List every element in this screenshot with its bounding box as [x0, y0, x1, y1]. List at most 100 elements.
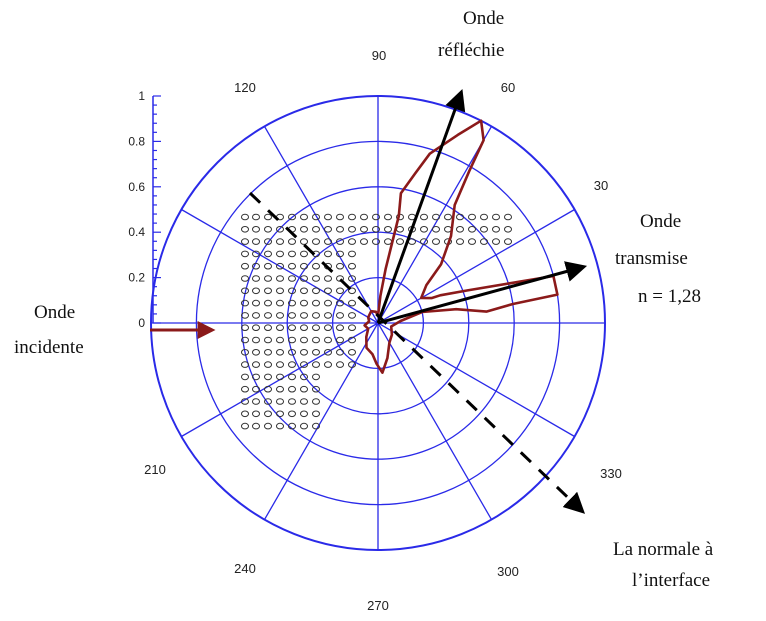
- lattice-dot: [300, 287, 308, 295]
- radial-tick-label: 0.6: [128, 180, 145, 194]
- lattice-dot: [300, 349, 308, 356]
- lattice-dot: [264, 349, 272, 356]
- lattice-dot: [420, 226, 428, 233]
- lattice-dot: [396, 238, 404, 245]
- lattice-dot: [241, 262, 249, 270]
- annot-incident-line1: Onde: [34, 302, 75, 323]
- lattice-dot: [300, 398, 308, 405]
- lattice-dot: [348, 275, 356, 282]
- lattice-dot: [336, 312, 344, 319]
- lattice-dot: [324, 213, 332, 221]
- grid-spoke: [377, 208, 575, 324]
- lattice-dot: [420, 213, 428, 221]
- lattice-dot: [264, 324, 272, 332]
- lattice-dot: [468, 213, 476, 221]
- lattice-dot: [252, 324, 260, 332]
- radial-tick-label: 0.8: [128, 134, 145, 148]
- lattice-dot: [324, 226, 332, 233]
- lattice-dot: [241, 312, 249, 319]
- lattice-dot: [252, 275, 260, 282]
- lattice-dot: [288, 213, 296, 221]
- lattice-dot: [241, 361, 249, 368]
- lattice-dot: [252, 373, 260, 381]
- lattice-dot: [324, 324, 332, 332]
- lattice-dot: [372, 226, 380, 233]
- lattice-dot: [336, 287, 344, 295]
- lattice-dot: [348, 336, 356, 344]
- grid-spoke: [181, 208, 379, 324]
- lattice-dot: [264, 238, 272, 245]
- lattice-dot: [241, 422, 249, 430]
- lattice-dot: [336, 361, 344, 368]
- lattice-dot: [300, 373, 308, 381]
- lattice-dot: [252, 410, 260, 418]
- lattice-dot: [468, 226, 476, 233]
- lattice-dot: [504, 226, 512, 233]
- lattice-dot: [241, 349, 249, 356]
- lattice-dot: [492, 238, 500, 245]
- lattice-dot: [360, 238, 368, 245]
- lattice-dot: [276, 299, 284, 307]
- grid-spoke: [377, 322, 493, 520]
- lattice-dot: [480, 213, 488, 221]
- lattice-dot: [312, 410, 320, 418]
- radial-tick-label: 1: [138, 89, 145, 103]
- angular-tick-label: 330: [600, 466, 622, 481]
- lattice-dot: [241, 299, 249, 307]
- lattice-dot: [276, 361, 284, 368]
- lattice-dot: [300, 410, 308, 418]
- lattice-dot: [336, 250, 344, 258]
- tick-labels: 0 0.2 0.4 0.6 0.8 1 30 60 90 120 210 240 270 300 330: [128, 48, 622, 613]
- lattice-dot: [288, 361, 296, 368]
- lattice-dot: [288, 385, 296, 393]
- annot-incident-line2: incidente: [14, 337, 84, 358]
- lattice-dot: [264, 287, 272, 295]
- lattice-dot: [288, 373, 296, 381]
- lattice-dot: [312, 287, 320, 295]
- lattice-dot: [241, 385, 249, 393]
- lattice-dot: [348, 213, 356, 221]
- lattice-dot: [312, 238, 320, 245]
- lattice-dot: [276, 275, 284, 282]
- lattice-dot: [312, 324, 320, 332]
- lattice-dot: [252, 250, 260, 258]
- lattice-dot: [300, 299, 308, 307]
- lattice-dot: [241, 398, 249, 405]
- reflected-wave-arrow: [376, 89, 466, 324]
- lattice-dot: [288, 422, 296, 430]
- lattice-dot: [348, 312, 356, 319]
- arrows: [150, 89, 588, 514]
- lattice-dot: [504, 238, 512, 245]
- polar-grid: [150, 95, 606, 551]
- lattice-dot: [276, 385, 284, 393]
- lattice-dot: [324, 287, 332, 295]
- lattice-dot: [241, 287, 249, 295]
- lattice-dot: [396, 226, 404, 233]
- lattice-dot: [264, 312, 272, 319]
- lattice-dot: [492, 226, 500, 233]
- lattice-dot: [252, 238, 260, 245]
- lattice-dot: [264, 299, 272, 307]
- lattice-dot: [288, 349, 296, 356]
- lattice-dot: [480, 226, 488, 233]
- angular-tick-label: 300: [497, 564, 519, 579]
- lattice-dot: [241, 226, 249, 233]
- lattice-dot: [336, 226, 344, 233]
- lattice-dot: [300, 213, 308, 221]
- lattice-dot: [312, 336, 320, 344]
- lattice-dot: [252, 361, 260, 368]
- lattice-dot: [276, 226, 284, 233]
- lattice-dot: [312, 275, 320, 282]
- lattice-dot: [384, 226, 392, 233]
- lattice-dot: [336, 275, 344, 282]
- lattice-dot: [264, 385, 272, 393]
- lattice-dot: [312, 213, 320, 221]
- radiation-pattern-layer: [363, 119, 559, 374]
- lattice-dot: [324, 238, 332, 245]
- lattice-dot: [312, 349, 320, 356]
- lattice-dot: [348, 349, 356, 356]
- lattice-dot: [241, 213, 249, 221]
- lattice-dot: [336, 262, 344, 270]
- lattice-dot: [300, 250, 308, 258]
